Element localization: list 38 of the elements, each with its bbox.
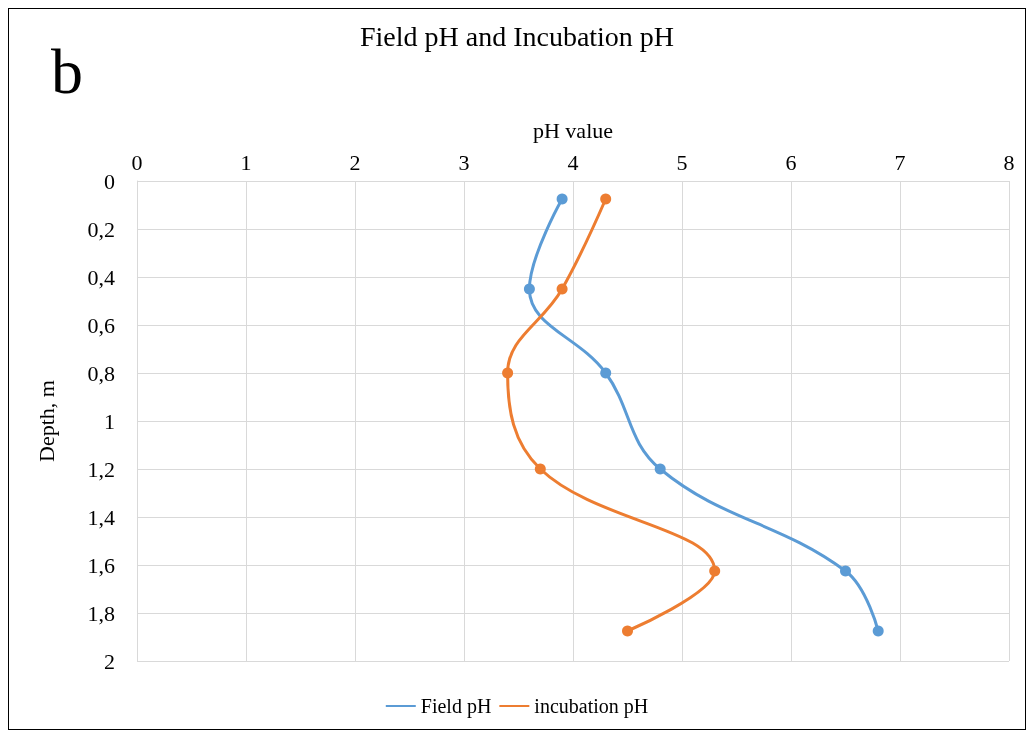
- x-tick-label: 7: [894, 149, 906, 175]
- y-tick-label: 0,6: [87, 312, 115, 338]
- y-tick-label: 1,4: [87, 504, 115, 530]
- y-tick-label: 0: [104, 168, 115, 194]
- x-tick-label: 1: [240, 149, 252, 175]
- legend-label: Field pH: [420, 695, 492, 718]
- x-tick-label: 6: [785, 149, 797, 175]
- point: [622, 625, 633, 637]
- x-tick-label: 8: [1003, 149, 1015, 175]
- x-tick-label: 5: [676, 149, 688, 175]
- legend-label: incubation pH: [534, 695, 649, 718]
- point: [600, 367, 612, 379]
- point: [556, 193, 568, 205]
- point: [872, 625, 884, 637]
- x-tick-label: 4: [567, 149, 579, 175]
- y-tick-label: 1,2: [87, 456, 115, 482]
- x-tick-label: 3: [458, 149, 470, 175]
- point: [840, 565, 851, 577]
- x-tick-label: 2: [349, 149, 361, 175]
- point: [709, 565, 721, 577]
- text: b: [51, 35, 83, 107]
- y-tick-label: 1: [104, 408, 115, 434]
- y-tick-label: 0,2: [87, 216, 115, 242]
- y-tick-label: 1,8: [87, 600, 115, 626]
- chart-title: Field pH and Incubation pH: [359, 20, 675, 52]
- point: [654, 463, 666, 475]
- y-tick-label: 2: [104, 648, 115, 674]
- x-axis-title: pH value: [532, 117, 614, 143]
- y-tick-label: 0,8: [87, 360, 115, 386]
- x-tick-label: 0: [131, 149, 143, 175]
- y-tick-label: 0,4: [87, 264, 115, 290]
- point: [534, 463, 546, 475]
- point: [556, 283, 568, 295]
- y-tick-label: 1,6: [87, 552, 115, 578]
- point: [600, 193, 612, 205]
- y-axis-title: Depth, m: [33, 380, 59, 462]
- point: [523, 283, 535, 295]
- point: [502, 367, 514, 379]
